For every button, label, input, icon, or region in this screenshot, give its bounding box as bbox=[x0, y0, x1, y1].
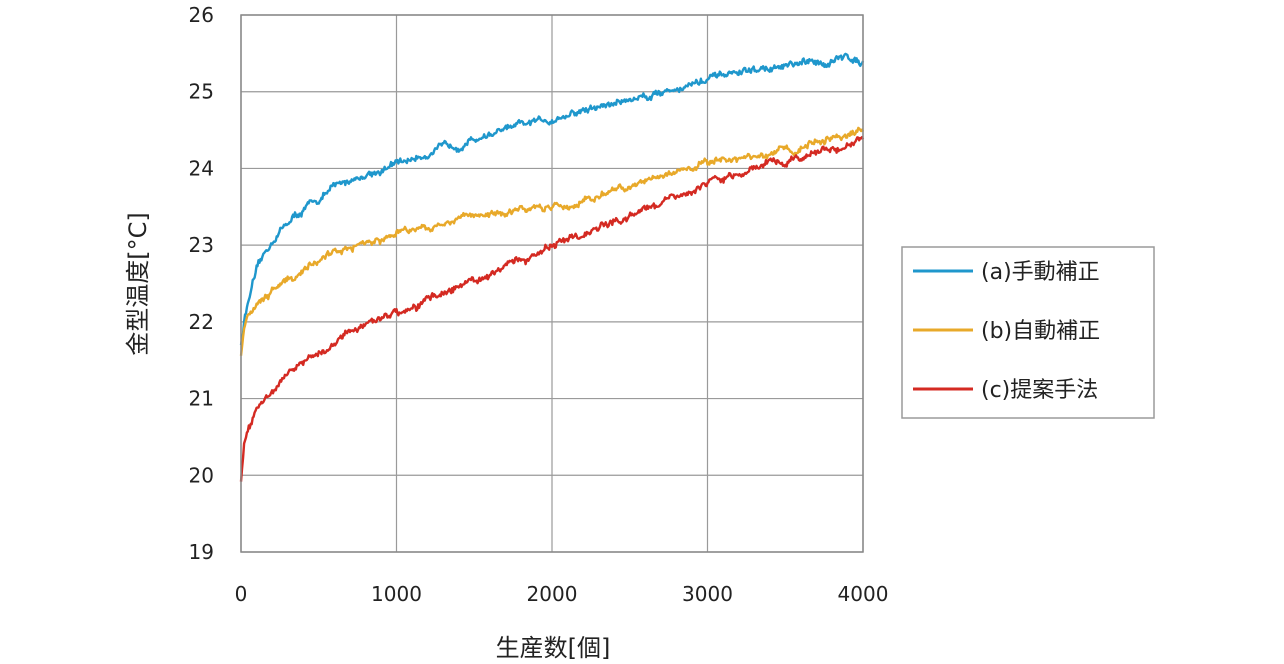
x-tick-label: 4000 bbox=[838, 582, 889, 606]
x-tick-label: 1000 bbox=[371, 582, 422, 606]
legend-label: (a)手動補正 bbox=[981, 260, 1100, 285]
series-line bbox=[239, 126, 865, 356]
series-line bbox=[239, 135, 865, 482]
y-tick-label: 22 bbox=[189, 310, 214, 334]
y-tick-label: 20 bbox=[189, 463, 214, 487]
x-tick-label: 2000 bbox=[527, 582, 578, 606]
plot-border bbox=[240, 14, 864, 553]
legend-label: (b)自動補正 bbox=[981, 319, 1100, 344]
x-tick-label: 3000 bbox=[682, 582, 733, 606]
y-tick-label: 26 bbox=[189, 3, 214, 27]
legend-items: (a)手動補正 (b)自動補正 (c)提案手法 bbox=[913, 260, 1100, 403]
y-tick-label: 19 bbox=[189, 540, 214, 564]
y-axis-title: 金型温度[°C] bbox=[124, 212, 152, 355]
series-line bbox=[239, 52, 865, 346]
x-tick-labels: 0 1000 2000 3000 4000 bbox=[235, 582, 889, 606]
series-lines bbox=[239, 52, 865, 482]
y-tick-label: 24 bbox=[189, 156, 214, 180]
y-tick-labels: 19 20 21 22 23 24 25 26 bbox=[189, 3, 214, 564]
x-tick-label: 0 bbox=[235, 582, 248, 606]
y-tick-label: 21 bbox=[189, 387, 214, 411]
legend-label: (c)提案手法 bbox=[981, 378, 1098, 403]
y-tick-label: 23 bbox=[189, 233, 214, 257]
y-tick-label: 25 bbox=[189, 80, 214, 104]
x-axis-title: 生産数[個] bbox=[496, 634, 611, 662]
legend: (a)手動補正 (b)自動補正 (c)提案手法 bbox=[901, 246, 1155, 419]
